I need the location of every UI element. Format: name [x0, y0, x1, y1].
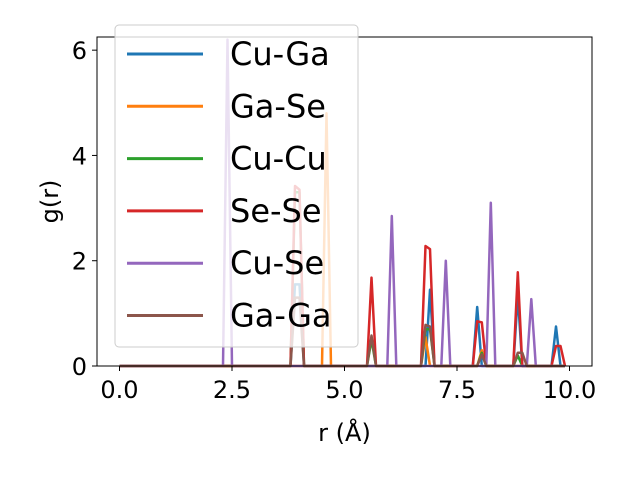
x-tick-label: 7.5 [438, 376, 476, 404]
x-tick-label: 5.0 [325, 376, 363, 404]
legend-label: Cu-Ga [230, 35, 330, 73]
x-tick-label: 0.0 [100, 376, 138, 404]
legend-label: Ga-Ga [230, 297, 332, 335]
x-tick-label: 2.5 [213, 376, 251, 404]
tick-layer: 0.0 2.5 5.0 7.5 10.0 0 2 4 6 [72, 37, 597, 404]
y-tick-label: 6 [72, 37, 87, 65]
y-tick-label: 2 [72, 248, 87, 276]
x-axis-title: r (Å) [318, 418, 371, 447]
legend-label: Cu-Se [230, 244, 324, 282]
legend-label: Se-Se [230, 192, 322, 230]
legend-label: Ga-Se [230, 87, 326, 125]
y-tick-label: 0 [72, 353, 87, 381]
legend-label: Cu-Cu [230, 140, 327, 178]
y-axis-title: g(r) [36, 180, 64, 224]
legend: Cu-Ga Ga-Se Cu-Cu Se-Se Cu-Se Ga-Ga [114, 24, 359, 348]
y-tick-label: 4 [72, 142, 87, 170]
x-tick-label: 10.0 [543, 376, 596, 404]
